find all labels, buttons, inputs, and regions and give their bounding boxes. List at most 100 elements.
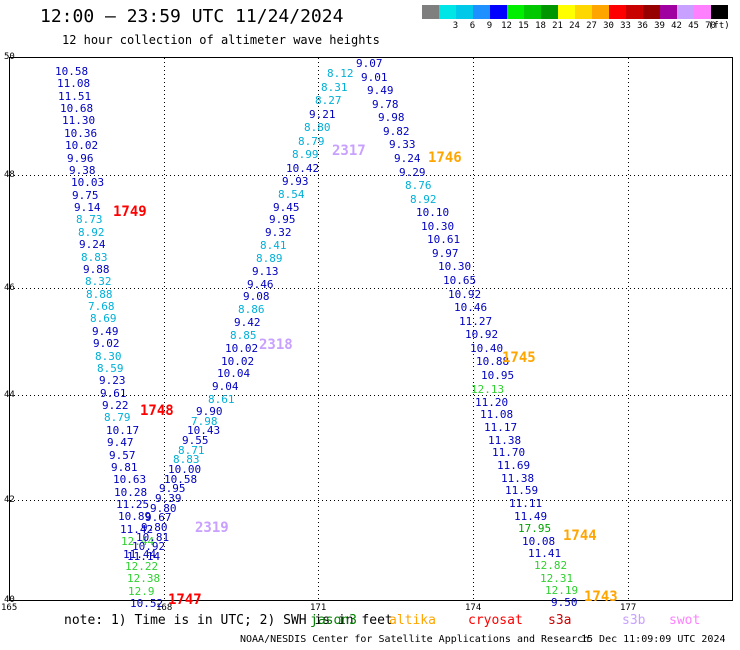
color-bin-label: 12 — [501, 21, 512, 31]
satellite-legend-item: s3a — [548, 613, 572, 628]
wave-height-value: 8.83 — [173, 453, 200, 466]
wave-height-value: 9.97 — [432, 247, 459, 260]
wave-height-value: 10.61 — [427, 233, 461, 246]
wave-height-value: 7.98 — [191, 415, 218, 428]
color-bin-label: 6 — [469, 21, 476, 31]
wave-height-value: 8.89 — [256, 252, 283, 265]
satellite-legend-item: cryosat — [468, 613, 523, 628]
wave-height-value: 9.45 — [273, 201, 300, 214]
color-bin — [558, 5, 575, 19]
color-bin — [711, 5, 728, 19]
wave-height-value: 17.95 — [518, 522, 552, 535]
pass-label: 2319 — [195, 520, 229, 536]
wave-height-value: 9.80 — [141, 521, 168, 534]
color-bin — [456, 5, 473, 19]
wave-height-value: 10.40 — [470, 342, 504, 355]
color-bin-label: 21 — [552, 21, 563, 31]
wave-height-value: 9.08 — [243, 290, 270, 303]
wave-height-value: 11.59 — [505, 484, 539, 497]
wave-height-value: 10.68 — [60, 102, 94, 115]
satellite-legend-item: s3b — [622, 613, 646, 628]
wave-height-value: 8.12 — [327, 67, 354, 80]
wave-height-value: 11.69 — [497, 459, 531, 472]
wave-height-value: 10.28 — [114, 486, 148, 499]
page-subtitle: 12 hour collection of altimeter wave hei… — [62, 33, 380, 47]
wave-height-value: 8.69 — [90, 312, 117, 325]
latitude-label: 40 — [4, 595, 15, 605]
latitude-label: 44 — [4, 390, 15, 400]
color-bin-label: 36 — [637, 21, 648, 31]
color-bin-label: 45 — [688, 21, 699, 31]
color-bin-label: 27 — [586, 21, 597, 31]
wave-height-value: 9.21 — [309, 108, 336, 121]
wave-height-value: 9.13 — [252, 265, 279, 278]
wave-height-value: 9.81 — [111, 461, 138, 474]
color-bin-label: 39 — [654, 21, 665, 31]
pass-label: 1743 — [584, 589, 618, 605]
wave-height-value: 11.14 — [127, 550, 161, 563]
wave-height-value: 9.96 — [67, 152, 94, 165]
wave-height-value: 8.85 — [230, 329, 257, 342]
pass-label: 2317 — [332, 143, 366, 159]
color-bin — [490, 5, 507, 19]
wave-height-value: 9.95 — [159, 482, 186, 495]
color-bin — [575, 5, 592, 19]
wave-height-value: 8.32 — [85, 275, 112, 288]
wave-height-value: 10.02 — [65, 139, 99, 152]
wave-height-value: 10.17 — [106, 424, 140, 437]
longitude-label: 171 — [310, 603, 327, 613]
wave-height-value: 8.31 — [321, 81, 348, 94]
wave-height-value: 9.75 — [72, 189, 99, 202]
wave-height-value: 8.86 — [238, 303, 265, 316]
color-bin — [592, 5, 609, 19]
wave-height-value: 9.49 — [92, 325, 119, 338]
longitude-label: 168 — [156, 603, 173, 613]
wave-height-value: 8.83 — [81, 251, 108, 264]
wave-height-value: 9.93 — [282, 175, 309, 188]
wave-height-value: 11.08 — [480, 408, 514, 421]
wave-height-value: 11.41 — [528, 547, 562, 560]
footer-timestamp: 15 Dec 11:09:09 UTC 2024 — [581, 634, 726, 645]
wave-height-value: 12.82 — [534, 559, 568, 572]
wave-height-value: 12.44 — [121, 535, 155, 548]
color-bin — [694, 5, 711, 19]
wave-height-value: 8.41 — [260, 239, 287, 252]
wave-height-value: 8.80 — [304, 121, 331, 134]
wave-height-value: 9.55 — [182, 434, 209, 447]
wave-height-value: 8.92 — [78, 226, 105, 239]
wave-height-value: 10.58 — [55, 65, 89, 78]
wave-height-value: 9.50 — [551, 596, 578, 609]
wave-height-value: 12.31 — [540, 572, 574, 585]
wave-height-value: 10.30 — [421, 220, 455, 233]
color-bin — [473, 5, 490, 19]
pass-label: 1746 — [428, 150, 462, 166]
wave-height-value: 10.92 — [448, 288, 482, 301]
pass-label: 1748 — [140, 403, 174, 419]
wave-height-value: 11.38 — [488, 434, 522, 447]
wave-height-value: 10.89 — [118, 510, 152, 523]
pass-label: 2318 — [259, 337, 293, 353]
color-bin-label: 18 — [535, 21, 546, 31]
wave-height-value: 9.24 — [394, 152, 421, 165]
wave-height-value: 10.46 — [454, 301, 488, 314]
wave-height-value: 9.07 — [356, 57, 383, 70]
wave-height-value: 7.68 — [88, 300, 115, 313]
latitude-label: 50 — [4, 52, 15, 62]
satellite-legend-item: swot — [669, 613, 701, 628]
wave-height-value: 9.61 — [100, 387, 127, 400]
color-bin — [609, 5, 626, 19]
wave-height-value: 10.00 — [168, 463, 202, 476]
satellite-legend-item: jason3 — [310, 613, 357, 628]
note-text: note: 1) Time is in UTC; 2) SWH is in fe… — [64, 613, 393, 628]
wave-height-value: 9.24 — [79, 238, 106, 251]
wave-height-value: 11.25 — [116, 498, 150, 511]
color-bin — [660, 5, 677, 19]
wave-height-value: 11.49 — [514, 510, 548, 523]
wave-height-value: 10.43 — [187, 424, 221, 437]
wave-height-value: 12.38 — [127, 572, 161, 585]
wave-height-value: 8.30 — [95, 350, 122, 363]
color-bin-label: 42 — [671, 21, 682, 31]
color-bin-label: 30 — [603, 21, 614, 31]
wave-height-value: 10.58 — [164, 473, 198, 486]
